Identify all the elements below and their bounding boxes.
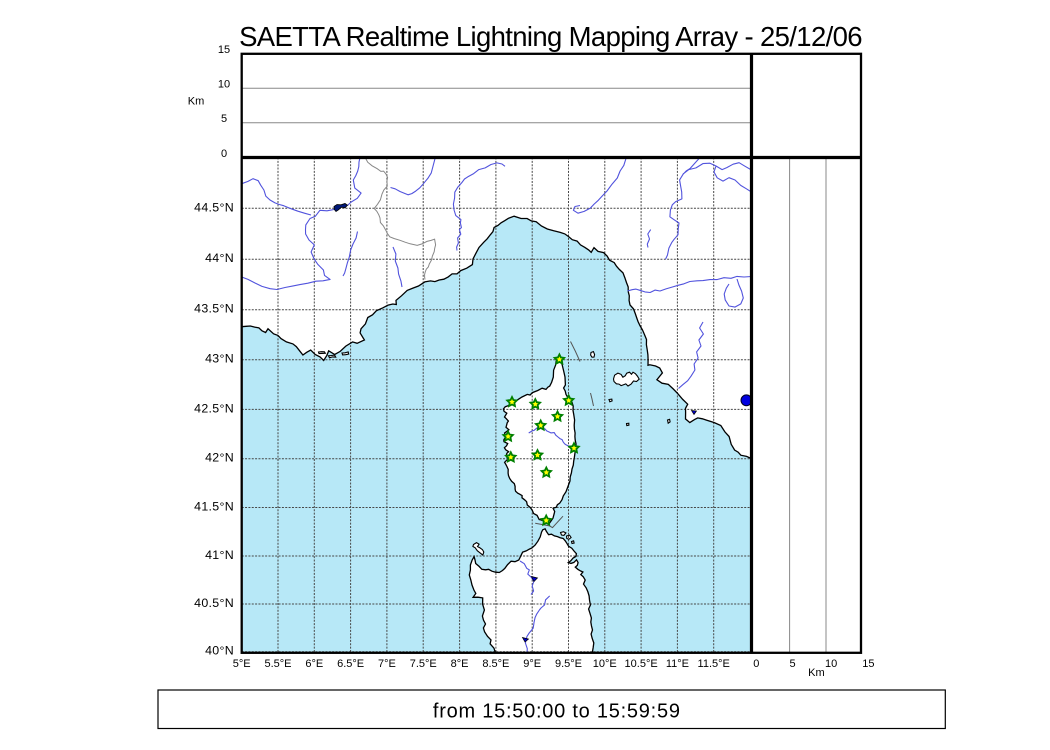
svg-text:10: 10	[825, 658, 837, 670]
svg-text:Km: Km	[188, 96, 205, 108]
svg-text:10°E: 10°E	[593, 658, 617, 670]
svg-text:7.5°E: 7.5°E	[410, 658, 437, 670]
svg-text:42°N: 42°N	[205, 451, 234, 465]
svg-text:44°N: 44°N	[205, 251, 234, 265]
svg-text:41.5°N: 41.5°N	[194, 500, 234, 514]
svg-text:5: 5	[221, 113, 227, 125]
svg-text:42.5°N: 42.5°N	[194, 401, 234, 415]
svg-text:15: 15	[862, 658, 874, 670]
svg-text:40.5°N: 40.5°N	[194, 596, 234, 610]
svg-text:43°N: 43°N	[205, 352, 234, 366]
svg-text:10.5°E: 10.5°E	[625, 658, 658, 670]
svg-text:9°E: 9°E	[523, 658, 541, 670]
svg-text:44.5°N: 44.5°N	[194, 200, 234, 214]
svg-text:8°E: 8°E	[451, 658, 469, 670]
svg-text:5: 5	[790, 658, 796, 670]
svg-text:9.5°E: 9.5°E	[555, 658, 582, 670]
svg-text:41°N: 41°N	[205, 548, 234, 562]
svg-text:SAETTA Realtime Lightning Mapp: SAETTA Realtime Lightning Mapping Array …	[239, 21, 862, 52]
svg-text:8.5°E: 8.5°E	[482, 658, 509, 670]
svg-text:from 15:50:00 to 15:59:59: from 15:50:00 to 15:59:59	[433, 701, 681, 723]
svg-text:5.5°E: 5.5°E	[264, 658, 291, 670]
svg-text:43.5°N: 43.5°N	[194, 302, 234, 316]
svg-text:11.5°E: 11.5°E	[698, 658, 730, 670]
svg-text:Km: Km	[808, 667, 825, 679]
svg-text:0: 0	[753, 658, 759, 670]
svg-text:6°E: 6°E	[305, 658, 323, 670]
svg-text:40°N: 40°N	[205, 644, 234, 658]
svg-text:10: 10	[218, 79, 230, 91]
svg-text:5°E: 5°E	[233, 658, 251, 670]
svg-text:0: 0	[221, 148, 227, 160]
svg-text:6.5°E: 6.5°E	[337, 658, 364, 670]
svg-text:7°E: 7°E	[378, 658, 396, 670]
svg-text:11°E: 11°E	[666, 658, 689, 670]
svg-text:15: 15	[218, 44, 230, 56]
